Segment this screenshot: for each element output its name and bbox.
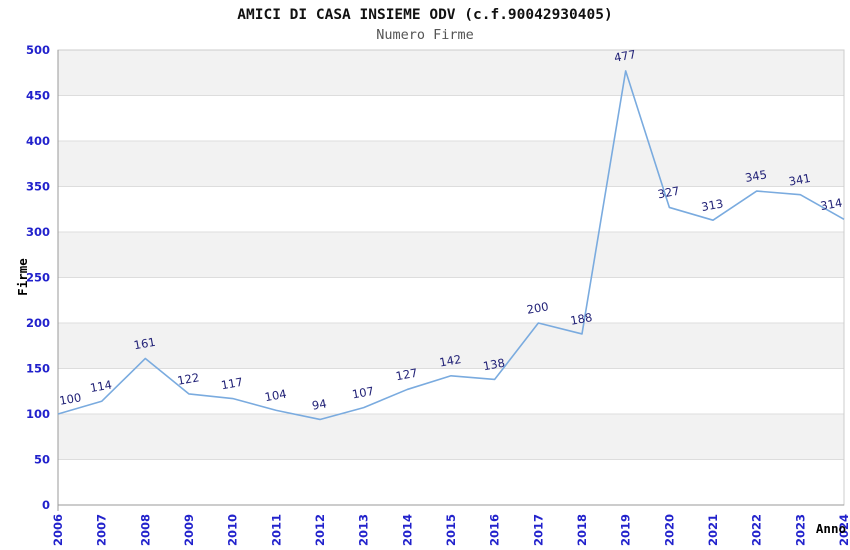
x-tick-label: 2009 — [182, 514, 196, 546]
plot-band — [58, 50, 844, 96]
y-tick-label: 300 — [26, 225, 50, 239]
point-label: 313 — [700, 196, 724, 214]
point-label: 94 — [311, 396, 328, 412]
point-label: 127 — [395, 366, 419, 384]
x-tick-label: 2015 — [444, 514, 458, 546]
point-label: 477 — [613, 47, 637, 65]
plot-band — [58, 232, 844, 278]
point-label: 138 — [482, 356, 506, 374]
y-tick-label: 200 — [26, 316, 50, 330]
y-tick-label: 350 — [26, 180, 50, 194]
plot-band — [58, 414, 844, 460]
point-label: 314 — [819, 196, 843, 214]
point-label: 341 — [788, 171, 812, 189]
x-tick-label: 2016 — [488, 514, 502, 546]
y-tick-label: 100 — [26, 407, 50, 421]
y-tick-label: 450 — [26, 89, 50, 103]
chart-title: AMICI DI CASA INSIEME ODV (c.f.900429304… — [237, 7, 612, 23]
y-axis-title: Firme — [15, 258, 30, 296]
plot-band — [58, 323, 844, 369]
point-label: 122 — [176, 370, 200, 388]
chart-subtitle: Numero Firme — [376, 27, 474, 43]
point-label: 327 — [657, 184, 681, 202]
x-tick-label: 2012 — [313, 514, 327, 546]
point-label: 200 — [526, 299, 550, 317]
x-tick-label: 2013 — [357, 514, 371, 546]
x-tick-label: 2023 — [793, 514, 807, 546]
y-tick-label: 400 — [26, 134, 50, 148]
plot-area: 0 50 100 150 200 250 300 350 400 450 500 2006 2007 20… — [26, 43, 850, 546]
x-tick-label: 2018 — [575, 514, 589, 546]
x-tick-label: 2024 — [837, 514, 850, 546]
x-tick-label: 2010 — [226, 514, 240, 546]
y-tick-label: 250 — [26, 271, 50, 285]
point-label: 161 — [133, 335, 157, 353]
y-tick-label: 150 — [26, 362, 50, 376]
point-label: 114 — [89, 378, 113, 396]
y-tick-label: 0 — [42, 498, 50, 512]
x-axis-title: Anno — [816, 521, 846, 536]
y-tick-label: 50 — [34, 453, 50, 467]
x-tick-label: 2019 — [619, 514, 633, 546]
series-line — [57, 70, 845, 421]
plot-band — [58, 141, 844, 187]
point-label: 100 — [58, 390, 82, 408]
x-tick-label: 2017 — [531, 514, 545, 546]
x-tick-label: 2022 — [750, 514, 764, 546]
x-tick-label: 2008 — [138, 514, 152, 546]
x-tick-label: 2007 — [95, 514, 109, 546]
x-tick-label: 2006 — [51, 514, 65, 546]
point-label: 188 — [569, 310, 593, 328]
x-tick-label: 2020 — [662, 514, 676, 546]
point-label: 345 — [744, 167, 768, 185]
x-tick-label: 2021 — [706, 514, 720, 546]
point-label: 117 — [220, 375, 244, 393]
x-tick-label: 2014 — [400, 514, 414, 546]
point-label: 104 — [264, 387, 288, 405]
y-tick-label: 500 — [26, 43, 50, 57]
point-label: 107 — [351, 384, 375, 402]
point-label: 142 — [438, 352, 462, 370]
x-tick-label: 2011 — [269, 514, 283, 546]
